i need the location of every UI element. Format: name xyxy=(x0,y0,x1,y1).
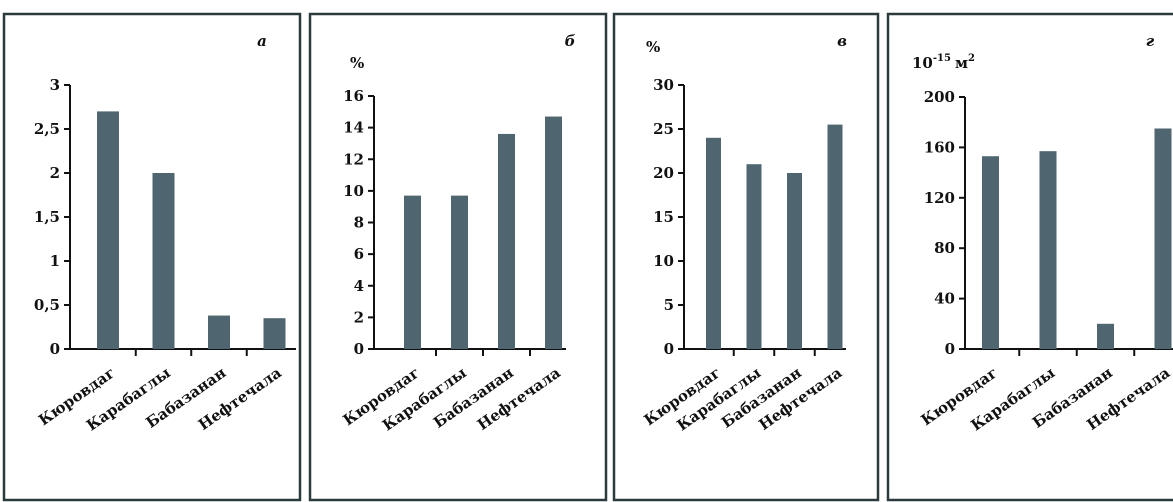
panel-letter: г xyxy=(1146,32,1155,50)
y-tick-label: 16 xyxy=(343,87,364,105)
bar xyxy=(451,195,468,349)
y-tick-label: 3 xyxy=(50,76,60,94)
bar-chart-panel-1: 00,511,522,53КюровдагКарабаглыБабазананН… xyxy=(34,32,296,435)
y-tick-label: 2 xyxy=(50,164,60,182)
bar xyxy=(498,133,515,349)
y-tick-label: 80 xyxy=(934,239,955,257)
bar xyxy=(404,195,421,349)
y-tick-label: 25 xyxy=(653,120,674,138)
panel-letter: в xyxy=(837,32,847,50)
y-tick-label: 200 xyxy=(924,88,955,106)
bar xyxy=(263,318,286,349)
bar xyxy=(1039,151,1057,349)
bar-chart-panel-4: 04080120160200КюровдагКарабаглыБабазанан… xyxy=(912,32,1173,435)
panel-letter: б xyxy=(565,32,576,50)
y-tick-label: 120 xyxy=(924,189,955,207)
y-tick-label: 10 xyxy=(343,182,364,200)
y-unit-label: 10-15 м2 xyxy=(912,53,975,72)
y-tick-label: 30 xyxy=(653,76,674,94)
y-tick-label: 4 xyxy=(354,277,364,295)
panel-frame-c xyxy=(612,12,880,502)
bar xyxy=(208,315,230,349)
y-tick-label: 14 xyxy=(343,119,364,137)
bar xyxy=(982,156,999,349)
bar-chart-panel-3: 051015202530КюровдагКарабаглыБабазананНе… xyxy=(641,32,847,435)
bar xyxy=(97,111,119,350)
bar xyxy=(1154,128,1172,349)
bar xyxy=(152,173,175,349)
y-tick-label: 2,5 xyxy=(34,120,60,138)
y-tick-label: 10 xyxy=(653,252,674,270)
panel-frame-a xyxy=(2,12,302,502)
y-tick-label: 20 xyxy=(653,164,674,182)
bar xyxy=(746,164,762,349)
bar-chart-panel-2: 0246810121416КюровдагКарабаглыБабазананН… xyxy=(340,32,576,435)
y-tick-label: 0,5 xyxy=(34,296,60,314)
y-tick-label: 1 xyxy=(50,252,60,270)
y-tick-label: 40 xyxy=(934,290,955,308)
panel-frame-d xyxy=(886,12,1173,502)
y-tick-label: 2 xyxy=(354,308,364,326)
bar xyxy=(787,173,802,349)
y-tick-label: 0 xyxy=(50,340,60,358)
y-tick-label: 8 xyxy=(354,214,364,232)
y-tick-label: 160 xyxy=(924,138,955,156)
y-tick-label: 0 xyxy=(945,340,955,358)
bar xyxy=(545,116,562,350)
y-tick-label: 0 xyxy=(354,340,364,358)
y-tick-label: 12 xyxy=(343,150,364,168)
y-tick-label: 6 xyxy=(354,245,364,263)
panel-letter: а xyxy=(257,32,267,50)
panel-frame-b xyxy=(308,12,608,502)
y-tick-label: 5 xyxy=(664,296,674,314)
y-tick-label: 15 xyxy=(653,208,674,226)
bar xyxy=(706,137,721,349)
bar xyxy=(1097,323,1114,349)
y-unit-label: % xyxy=(350,54,364,72)
y-unit-label: % xyxy=(646,38,660,56)
bar xyxy=(827,124,843,349)
y-tick-label: 0 xyxy=(664,340,674,358)
y-tick-label: 1,5 xyxy=(34,208,60,226)
